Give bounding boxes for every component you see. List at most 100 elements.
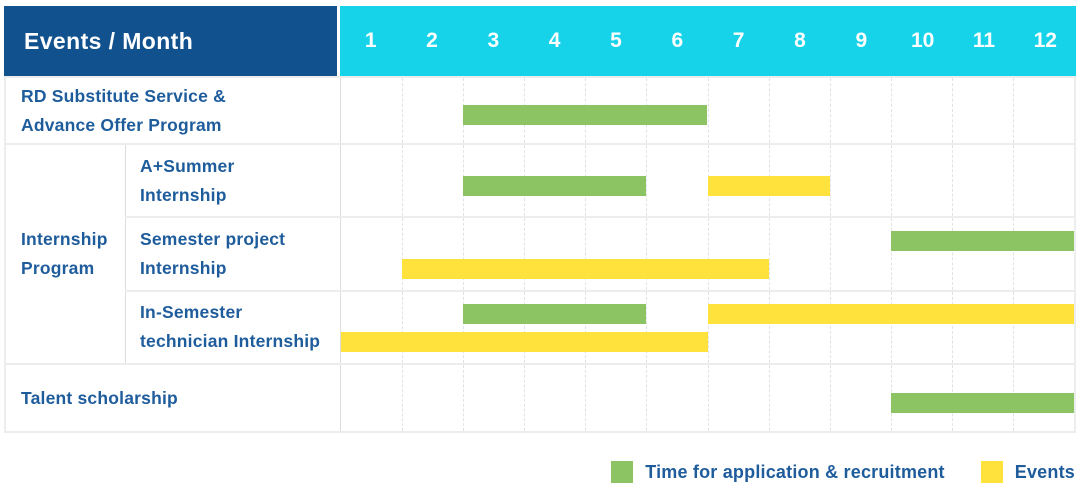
month-gridline — [951, 78, 953, 143]
month-gridline — [585, 291, 587, 363]
month-header-cell: 8 — [769, 6, 830, 76]
month-label: 12 — [1033, 29, 1057, 52]
table-row: RD Substitute Service & Advance Offer Pro… — [6, 76, 1074, 143]
timeline-cell — [340, 365, 1074, 431]
month-label: 11 — [972, 29, 996, 52]
month-gridline — [707, 365, 709, 431]
month-gridline — [402, 291, 404, 363]
events-table: Events / Month 1 2 3 4 5 6 7 8 9 10 11 12 RD Substi… — [4, 6, 1076, 433]
month-header-cell: 10 — [892, 6, 953, 76]
month-header-cell: 5 — [585, 6, 646, 76]
legend: Time for application & recruitment Events — [611, 459, 1075, 485]
event-label-cell: In-Semester technician Internship — [125, 291, 340, 363]
month-gridline — [707, 78, 709, 143]
table-header-title: Events / Month — [4, 6, 340, 76]
table-body: RD Substitute Service & Advance Offer Pro… — [4, 76, 1076, 433]
month-gridline — [707, 291, 709, 363]
month-gridline — [646, 145, 648, 217]
month-gridline — [1012, 78, 1014, 143]
row-label-line: Advance Offer Program — [21, 114, 222, 135]
group-sub-rows: A+Summer Internship Semester project Intern… — [125, 145, 1074, 363]
month-label: 1 — [364, 29, 377, 52]
application-period-bar — [463, 176, 647, 196]
month-gridline — [768, 365, 770, 431]
month-gridline — [829, 365, 831, 431]
month-label: 3 — [487, 29, 500, 52]
month-header-cell: 2 — [401, 6, 462, 76]
table-sub-row: Semester project Internship — [125, 216, 1074, 290]
month-gridline — [524, 365, 526, 431]
month-gridline — [829, 145, 831, 217]
month-label: 2 — [426, 29, 438, 52]
application-color-swatch — [611, 461, 634, 483]
month-gridline — [524, 218, 526, 290]
month-label: 4 — [548, 29, 561, 52]
event-period-bar — [707, 304, 1074, 325]
row-label-line: RD Substitute Service & — [21, 85, 226, 106]
row-label-line: In-Semester — [140, 302, 243, 323]
month-header-strip: 1 2 3 4 5 6 7 8 9 10 11 12 — [340, 6, 1076, 76]
legend-item: Events — [980, 461, 1075, 483]
row-label-line: Talent scholarship — [21, 387, 178, 408]
month-gridline — [768, 291, 770, 363]
timeline-cell — [340, 78, 1074, 143]
month-gridline — [768, 78, 770, 143]
month-label: 7 — [732, 29, 745, 52]
timeline-cell — [340, 291, 1074, 363]
month-header-cell: 12 — [1015, 6, 1076, 76]
legend-label: Events — [1014, 461, 1075, 482]
month-gridline — [463, 365, 465, 431]
month-gridline — [646, 218, 648, 290]
month-label: 8 — [794, 29, 806, 52]
month-gridline — [707, 218, 709, 290]
legend-item: Time for application & recruitment — [611, 461, 945, 483]
row-label-line: Internship — [140, 184, 227, 205]
month-label: 6 — [671, 29, 684, 52]
month-gridline — [829, 78, 831, 143]
group-label-cell: Internship Program — [6, 145, 125, 363]
month-gridline — [585, 218, 587, 290]
month-gridline — [402, 365, 404, 431]
month-gridline — [1012, 291, 1014, 363]
month-label: 9 — [855, 29, 868, 52]
event-period-bar — [707, 176, 830, 196]
month-gridline — [890, 145, 892, 217]
application-period-bar — [890, 392, 1074, 413]
timeline-cell — [340, 218, 1074, 290]
event-color-swatch — [980, 461, 1003, 483]
month-gridline — [402, 218, 404, 290]
month-gridline — [951, 145, 953, 217]
month-gridline — [524, 291, 526, 363]
row-label-line: Internship — [21, 229, 108, 249]
application-period-bar — [463, 304, 647, 325]
application-period-bar — [890, 231, 1074, 252]
month-gridline — [829, 218, 831, 290]
table-group-row: Internship Program A+Summer Internship Semes… — [6, 143, 1074, 363]
month-gridline — [951, 291, 953, 363]
month-gridline — [463, 291, 465, 363]
legend-label: Time for application & recruitment — [645, 461, 945, 482]
month-gridline — [890, 218, 892, 290]
table-sub-row: A+Summer Internship — [125, 145, 1074, 217]
table-sub-row: In-Semester technician Internship — [125, 289, 1074, 363]
month-header-cell: 9 — [831, 6, 892, 76]
table-header-row: Events / Month 1 2 3 4 5 6 7 8 9 10 11 12 — [4, 6, 1076, 76]
row-label-line: Internship — [140, 257, 227, 278]
month-gridline — [1012, 218, 1014, 290]
timeline-cell — [340, 145, 1074, 217]
month-gridline — [768, 218, 770, 290]
event-label-cell: Semester project Internship — [125, 218, 340, 290]
month-gridline — [890, 291, 892, 363]
month-gridline — [951, 218, 953, 290]
row-label-line: technician Internship — [140, 331, 321, 352]
month-gridline — [585, 365, 587, 431]
month-gridline — [890, 78, 892, 143]
month-header-cell: 3 — [463, 6, 524, 76]
month-gridline — [1012, 145, 1014, 217]
row-label-line: Program — [21, 258, 95, 278]
month-gridline — [402, 78, 404, 143]
month-header-cell: 7 — [708, 6, 769, 76]
month-label: 10 — [910, 29, 935, 52]
month-gridline — [646, 365, 648, 431]
